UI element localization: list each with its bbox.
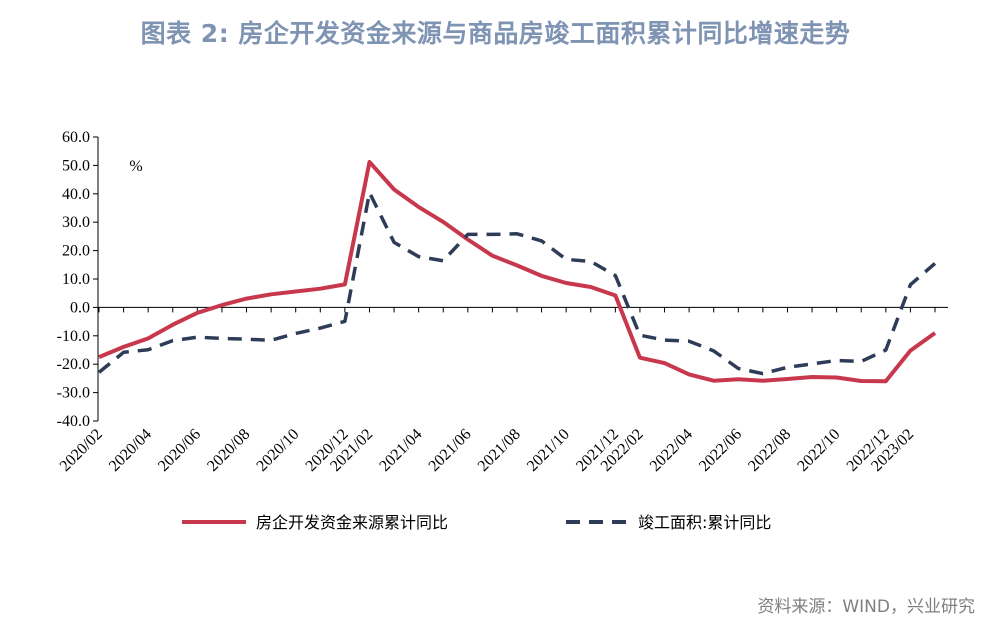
series-line-1: [98, 160, 937, 384]
x-tick-label: 2020/02: [57, 426, 106, 475]
x-tick-label: 2022/10: [794, 426, 843, 475]
x-tick-label: 2022/06: [696, 426, 745, 475]
y-unit-label: %: [129, 158, 142, 175]
x-tick-label: 2020/06: [155, 426, 204, 475]
x-tick-label: 2021/08: [475, 426, 524, 475]
y-tick-label: -30.0: [57, 385, 90, 402]
x-tick-label: 2021/10: [524, 426, 573, 475]
legend-label-series-2: 竣工面积:累计同比: [638, 513, 771, 532]
y-axis-ticks: 60.0 50.0 40.0 30.0 20.0 10.0 0.0 -10.0 -20.0 -30…: [57, 129, 98, 430]
y-tick-label: 50.0: [62, 157, 90, 174]
y-tick-label: 20.0: [62, 243, 90, 260]
legend-label-series-1: 房企开发资金来源累计同比: [256, 513, 448, 532]
x-tick-label: 2020/08: [204, 426, 253, 475]
legend: 房企开发资金来源累计同比 竣工面积:累计同比: [182, 513, 771, 532]
y-tick-label: 30.0: [62, 214, 90, 231]
x-tick-label: 2020/04: [106, 426, 155, 475]
x-tick-label: 2022/08: [745, 426, 794, 475]
x-axis-ticks: 2020/02 2020/04 2020/06 2020/08 2020/10 2020/…: [57, 307, 936, 475]
series-lines: [97, 160, 937, 384]
y-tick-label: 0.0: [70, 299, 90, 316]
y-tick-label: -40.0: [57, 413, 90, 430]
x-tick-label: 2020/10: [253, 426, 302, 475]
y-tick-label: -10.0: [57, 328, 90, 345]
y-tick-label: 10.0: [62, 271, 90, 288]
y-tick-label: -20.0: [57, 356, 90, 373]
x-tick-label: 2021/06: [426, 426, 475, 475]
x-tick-label: 2022/04: [647, 426, 696, 475]
y-tick-label: 60.0: [62, 129, 90, 146]
chart-title: 图表 2: 房企开发资金来源与商品房竣工面积累计同比增速走势: [140, 19, 851, 48]
y-tick-label: 40.0: [62, 186, 90, 203]
series-line-2: [97, 190, 937, 376]
x-tick-label: 2021/04: [376, 426, 425, 475]
source-note: 资料来源：WIND，兴业研究: [757, 597, 975, 617]
